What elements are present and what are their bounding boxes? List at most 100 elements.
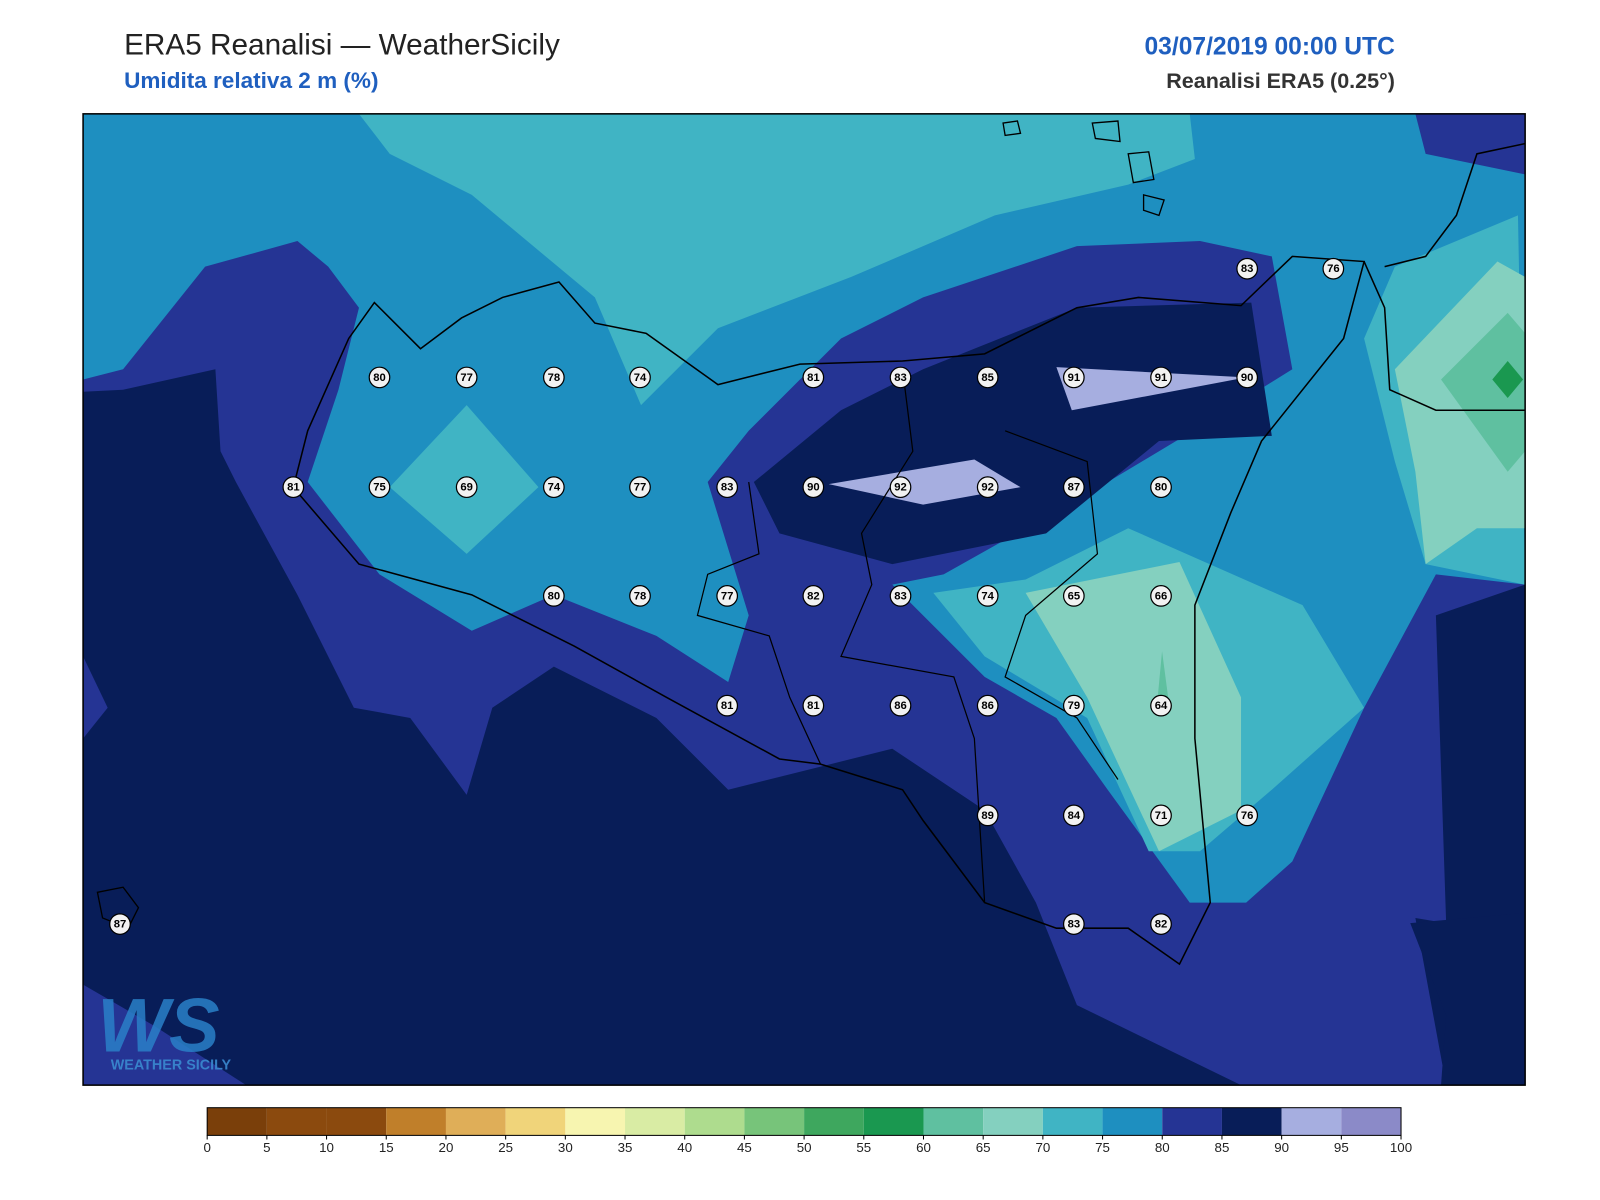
station-value: 74 <box>634 372 647 384</box>
colorbar-segment <box>386 1107 446 1136</box>
station-value: 78 <box>634 590 647 602</box>
coastline <box>1363 142 1526 412</box>
station-value: 90 <box>807 482 820 494</box>
colorbar-segment <box>625 1107 685 1136</box>
station-value: 92 <box>894 482 907 494</box>
station-value: 83 <box>1241 263 1254 275</box>
station-marker <box>282 476 305 499</box>
contour-band <box>1410 912 1526 1086</box>
colorbar-tick-label: 40 <box>677 1140 692 1155</box>
station-marker <box>889 694 912 717</box>
station: 79 <box>1062 694 1085 717</box>
station: 90 <box>1236 366 1259 389</box>
station-value: 81 <box>287 482 300 494</box>
station-marker <box>629 366 651 389</box>
colorbar-segment <box>1162 1107 1222 1136</box>
station: 74 <box>976 585 999 607</box>
colorbar: 0 5 10 15 20 25 30 35 40 45 50 55 60 65 70 75 80 85 90 95 10… <box>203 1107 1412 1155</box>
colorbar-tick-label: 45 <box>737 1140 752 1155</box>
station-marker <box>802 585 825 607</box>
station-value: 74 <box>981 590 994 602</box>
station-value: 83 <box>894 372 907 384</box>
station: 81 <box>282 476 305 499</box>
station: 83 <box>889 585 912 607</box>
station-value: 79 <box>1068 700 1081 712</box>
logo-brand: WEATHER SICILY <box>111 1058 232 1074</box>
station-value: 83 <box>894 590 907 602</box>
station-value: 77 <box>460 372 473 384</box>
station-marker <box>802 694 825 717</box>
title: ERA5 Reanalisi — WeatherSicily <box>124 28 560 61</box>
station: 83 <box>1062 913 1085 935</box>
station-value: 81 <box>807 372 820 384</box>
station-marker <box>1150 804 1172 827</box>
station-value: 82 <box>1155 919 1168 931</box>
station: 87 <box>109 913 131 935</box>
station-marker <box>1150 694 1172 717</box>
station: 81 <box>802 694 825 717</box>
station: 86 <box>976 694 999 717</box>
station-value: 76 <box>1241 810 1254 822</box>
station-marker <box>976 804 999 827</box>
colorbar-segment <box>207 1107 267 1136</box>
station: 84 <box>1062 804 1085 827</box>
station-marker <box>976 476 999 499</box>
station-marker <box>716 694 739 717</box>
station: 82 <box>1150 913 1172 935</box>
station: 66 <box>1150 585 1172 607</box>
station: 74 <box>542 476 565 499</box>
station-marker <box>1150 913 1172 935</box>
station: 77 <box>629 476 651 499</box>
map-frame <box>82 113 1526 1086</box>
station-value: 91 <box>1068 372 1081 384</box>
station-value: 85 <box>981 372 994 384</box>
station: 81 <box>802 366 825 389</box>
colorbar-segment <box>1221 1107 1282 1136</box>
station-marker <box>368 366 391 389</box>
colorbar-tick-label: 85 <box>1215 1140 1230 1155</box>
station-marker <box>802 476 825 499</box>
station-value: 81 <box>807 700 820 712</box>
colorbar-segment <box>266 1107 327 1136</box>
colorbar-tick-label: 100 <box>1390 1140 1412 1155</box>
station-value: 87 <box>1068 482 1081 494</box>
station-value: 69 <box>460 482 473 494</box>
colorbar-tick-label: 70 <box>1035 1140 1050 1155</box>
station-marker <box>802 366 825 389</box>
station: 76 <box>1322 257 1345 280</box>
colorbar-segment <box>326 1107 387 1136</box>
station: 65 <box>1062 585 1085 607</box>
stations: 80 77 78 74 81 83 85 91 91 90 83 76 81 75 69 74 77 83 90 92… <box>109 257 1345 935</box>
station-marker <box>542 366 565 389</box>
station-marker <box>1062 804 1085 827</box>
station: 89 <box>976 804 999 827</box>
station-value: 87 <box>114 919 127 931</box>
contour-band <box>83 656 108 739</box>
station-value: 92 <box>981 482 994 494</box>
station-value: 64 <box>1155 700 1168 712</box>
colorbar-segment <box>1042 1107 1103 1136</box>
colorbar-segment <box>1281 1107 1342 1136</box>
station: 82 <box>802 585 825 607</box>
station: 90 <box>802 476 825 499</box>
station-marker <box>976 694 999 717</box>
station-marker <box>1150 476 1172 499</box>
station: 75 <box>368 476 391 499</box>
station: 69 <box>455 476 478 499</box>
colorbar-segment <box>1341 1107 1402 1136</box>
station-value: 77 <box>634 482 647 494</box>
station-marker <box>1062 476 1085 499</box>
station: 77 <box>455 366 478 389</box>
station: 83 <box>716 476 739 499</box>
station-value: 83 <box>721 482 734 494</box>
station-value: 77 <box>721 590 734 602</box>
colorbar-segment <box>923 1107 984 1136</box>
colorbar-tick-label: 25 <box>498 1140 513 1155</box>
contour-band <box>1025 562 1242 852</box>
colorbar-segment <box>684 1107 745 1136</box>
station-marker <box>1236 366 1259 389</box>
station-marker <box>109 913 131 935</box>
province-border <box>696 369 1119 903</box>
station-marker <box>1236 804 1259 827</box>
